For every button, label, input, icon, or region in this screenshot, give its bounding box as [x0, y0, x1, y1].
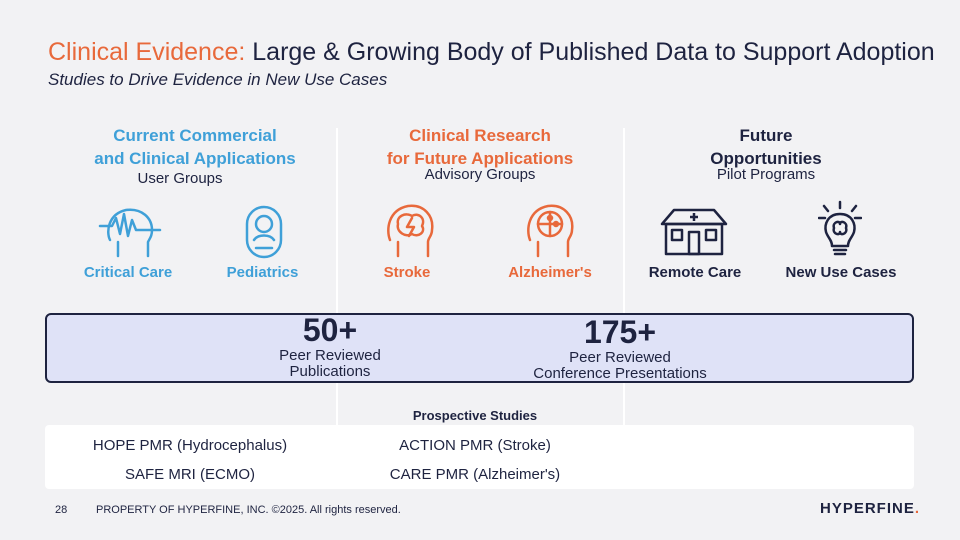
stat-presentations-value: 175+ — [583, 314, 657, 350]
column-heading-line1: Current Commercial — [113, 126, 277, 145]
infant-icon — [244, 204, 284, 260]
study-safe-mri: SAFE MRI (ECMO) — [125, 466, 255, 483]
prospective-studies-heading: Prospective Studies — [412, 408, 538, 423]
hyperfine-logo: HYPERFINE. — [820, 500, 920, 517]
copyright-notice: PROPERTY OF HYPERFINE, INC. ©2025. All r… — [96, 504, 401, 516]
logo-dot: . — [914, 500, 921, 517]
title-rest: Large & Growing Body of Published Data t… — [245, 38, 935, 66]
page-number: 28 — [55, 504, 68, 516]
column-heading-line1: Clinical Research — [409, 126, 551, 145]
study-hope-pmr: HOPE PMR (Hydrocephalus) — [92, 437, 288, 454]
stat-label-line2: Conference Presentations — [533, 365, 707, 382]
study-care-pmr: CARE PMR (Alzheimer's) — [389, 466, 561, 483]
column-subheading: Advisory Groups — [424, 166, 536, 183]
study-action-pmr: ACTION PMR (Stroke) — [399, 437, 551, 454]
column-heading-line2: and Clinical Applications — [94, 149, 296, 168]
stat-label-line1: Peer Reviewed — [569, 349, 671, 366]
stat-publications-value: 50+ — [302, 312, 358, 348]
category-pediatrics: Pediatrics — [226, 264, 299, 281]
column-future-opportunities: Future Opportunities Pilot Programs — [631, 124, 901, 184]
category-critical-care: Critical Care — [83, 264, 173, 281]
column-divider — [623, 128, 625, 428]
column-heading-line1: Future — [739, 126, 793, 145]
column-heading-line2: Opportunities — [710, 149, 822, 168]
column-subheading: Pilot Programs — [716, 166, 816, 183]
column-clinical-research: Clinical Research for Future Application… — [345, 124, 615, 184]
page-subtitle: Studies to Drive Evidence in New Use Cas… — [48, 70, 388, 89]
category-remote-care: Remote Care — [648, 264, 742, 281]
head-brainwave-icon — [98, 204, 162, 260]
lightbulb-brain-icon — [818, 200, 862, 258]
stat-publications-label: Peer Reviewed Publications — [240, 348, 420, 380]
logo-text: HYPERFINE — [820, 500, 915, 517]
category-new-use-cases: New Use Cases — [785, 264, 897, 281]
house-icon — [660, 208, 728, 256]
column-heading-line2: for Future Applications — [386, 149, 574, 168]
head-puzzle-icon — [524, 202, 576, 260]
stat-label-line2: Publications — [289, 363, 371, 380]
title-accent: Clinical Evidence: — [48, 38, 246, 66]
head-brain-lightning-icon — [384, 202, 436, 260]
column-current-commercial: Current Commercial and Clinical Applicat… — [60, 124, 330, 188]
category-alzheimers: Alzheimer's — [508, 264, 592, 281]
column-divider — [336, 128, 338, 428]
category-stroke: Stroke — [383, 264, 431, 281]
column-subheading: User Groups — [137, 170, 223, 187]
page-title: Clinical Evidence: Large & Growing Body … — [48, 38, 935, 67]
stat-presentations-label: Peer Reviewed Conference Presentations — [510, 350, 730, 382]
stats-panel — [45, 313, 914, 383]
prospective-studies-panel — [45, 425, 914, 489]
stat-label-line1: Peer Reviewed — [279, 347, 381, 364]
